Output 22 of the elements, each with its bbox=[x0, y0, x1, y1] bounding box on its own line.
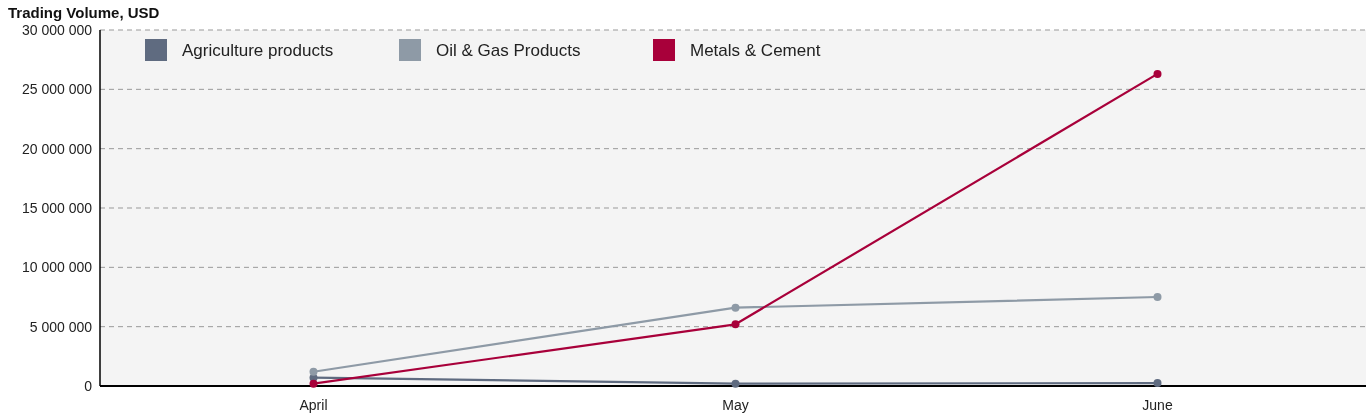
point bbox=[731, 303, 740, 312]
x-tick-label: June bbox=[1142, 397, 1173, 413]
y-tick-label: 15 000 000 bbox=[21, 199, 93, 216]
y-tick-label: 0 bbox=[84, 377, 93, 394]
legend-label: Oil & Gas Products bbox=[436, 40, 581, 60]
y-tick-label: 30 000 000 bbox=[21, 21, 93, 38]
x-tick-label: April bbox=[299, 397, 328, 413]
chart-title: Trading Volume, USD bbox=[8, 4, 160, 21]
point bbox=[731, 379, 740, 388]
y-tick-label: 20 000 000 bbox=[21, 140, 93, 157]
x-tick-label: May bbox=[722, 397, 749, 413]
point bbox=[1153, 69, 1162, 78]
point bbox=[309, 367, 318, 376]
point bbox=[309, 379, 318, 388]
y-tick-label: 5 000 000 bbox=[29, 318, 93, 335]
point bbox=[1153, 293, 1162, 301]
y-tick-label: 25 000 000 bbox=[21, 81, 93, 98]
legend-label: Metals & Cement bbox=[690, 40, 821, 60]
point bbox=[1153, 379, 1162, 388]
legend-label: Agriculture products bbox=[182, 40, 334, 60]
y-tick-label: 10 000 000 bbox=[21, 259, 93, 276]
point bbox=[731, 320, 740, 329]
